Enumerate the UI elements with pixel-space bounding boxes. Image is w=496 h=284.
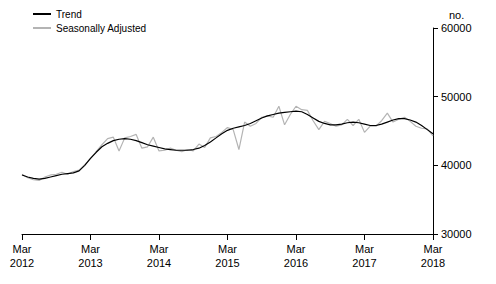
svg-text:2015: 2015 xyxy=(215,257,239,269)
svg-text:2017: 2017 xyxy=(352,257,376,269)
svg-text:2012: 2012 xyxy=(10,257,34,269)
svg-text:Seasonally Adjusted: Seasonally Adjusted xyxy=(56,23,146,34)
svg-text:Mar: Mar xyxy=(150,243,169,255)
svg-text:50000: 50000 xyxy=(441,91,472,103)
svg-text:Mar: Mar xyxy=(218,243,237,255)
svg-text:Mar: Mar xyxy=(13,243,32,255)
svg-text:Trend: Trend xyxy=(56,9,82,20)
svg-text:no.: no. xyxy=(449,9,464,21)
svg-text:2018: 2018 xyxy=(421,257,445,269)
svg-text:Mar: Mar xyxy=(81,243,100,255)
svg-text:30000: 30000 xyxy=(441,228,472,240)
svg-text:2013: 2013 xyxy=(78,257,102,269)
svg-text:2016: 2016 xyxy=(284,257,308,269)
svg-text:2014: 2014 xyxy=(147,257,171,269)
svg-text:Mar: Mar xyxy=(424,243,443,255)
svg-text:Mar: Mar xyxy=(355,243,374,255)
svg-text:60000: 60000 xyxy=(441,22,472,34)
svg-text:40000: 40000 xyxy=(441,159,472,171)
svg-text:Mar: Mar xyxy=(287,243,306,255)
